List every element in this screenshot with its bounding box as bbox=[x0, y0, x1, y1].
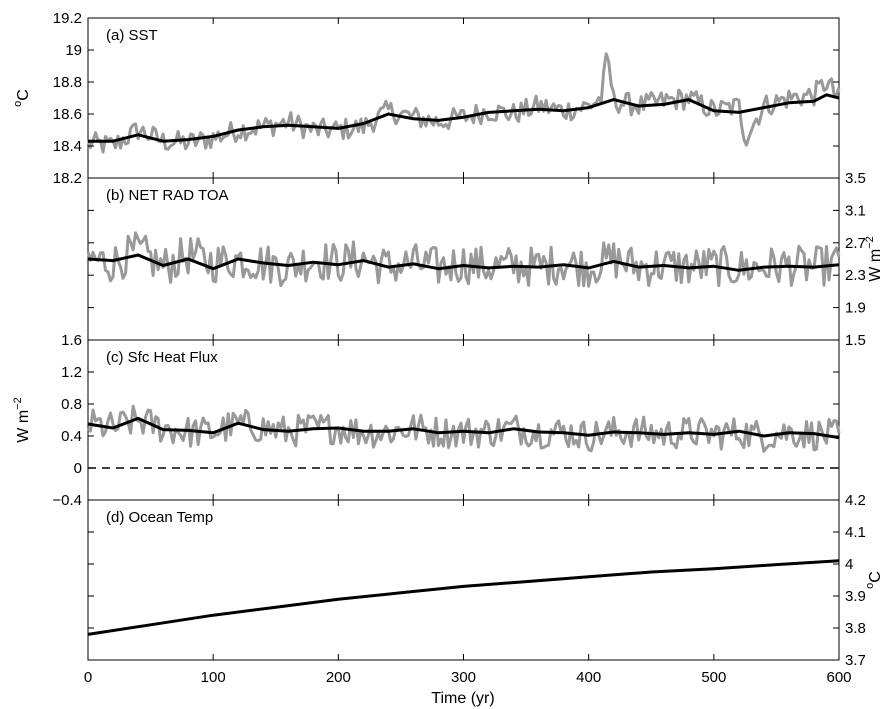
y-axis-label-main: C bbox=[15, 89, 32, 101]
series-line-smoothed bbox=[88, 93, 840, 143]
x-tick-label: 400 bbox=[576, 669, 601, 686]
y-axis-label-sup: o bbox=[864, 583, 876, 589]
x-tick-label: 300 bbox=[451, 669, 476, 686]
y-tick-label: 3.9 bbox=[845, 588, 866, 605]
x-tick-label: 0 bbox=[84, 669, 92, 686]
y-tick-label: 19 bbox=[65, 42, 82, 59]
y-axis-label-sup: o bbox=[12, 101, 24, 107]
y-tick-label: −0.4 bbox=[52, 492, 82, 509]
panel-title: (c) Sfc Heat Flux bbox=[106, 349, 218, 366]
x-tick-label: 100 bbox=[201, 669, 226, 686]
y-tick-label: 4.1 bbox=[845, 524, 866, 541]
y-tick-label: 3.1 bbox=[845, 202, 866, 219]
panel-frame bbox=[87, 17, 840, 179]
y-axis-label: W m−2 bbox=[864, 236, 884, 281]
panel-title: (b) NET RAD TOA bbox=[106, 187, 229, 204]
y-axis-label-main: W m bbox=[15, 410, 32, 443]
x-tick-label: 500 bbox=[701, 669, 726, 686]
y-tick-label: 2.3 bbox=[845, 267, 866, 284]
y-axis-label-sup: −2 bbox=[12, 397, 24, 410]
y-tick-label: 0.8 bbox=[61, 396, 82, 413]
x-axis: 0 100 200 300 400 500 600 Time (yr) bbox=[84, 669, 852, 707]
panel-1: 18.2 18.4 18.6 18.8 19 19.2 (a) SST oC bbox=[12, 10, 841, 187]
y-tick-label: 3.8 bbox=[845, 620, 866, 637]
y-axis-label: oC bbox=[864, 571, 884, 589]
y-tick-label: 18.8 bbox=[53, 74, 82, 91]
series-line-smoothed bbox=[87, 559, 840, 636]
y-axis-label-text: oC bbox=[864, 571, 884, 589]
series-line-smoothed bbox=[87, 416, 840, 440]
panel-4: 3.7 3.8 3.9 4 4.1 4.2 (d) Ocean Temp oC bbox=[87, 492, 884, 669]
panel-2: 1.5 1.9 2.3 2.7 3.1 3.5 (b) NET RAD TOA W m−2 bbox=[86, 170, 884, 349]
y-tick-label: 1.2 bbox=[61, 364, 82, 381]
y-tick-label: 0 bbox=[74, 460, 82, 477]
y-tick-label: 3.7 bbox=[845, 652, 866, 669]
x-axis-label: Time (yr) bbox=[431, 690, 494, 707]
y-tick-label: 0.4 bbox=[61, 428, 82, 445]
y-tick-label: 1.9 bbox=[845, 300, 866, 317]
y-axis-label: W m−2 bbox=[12, 397, 32, 442]
y-axis-label-main: C bbox=[867, 571, 884, 583]
y-tick-label: 1.5 bbox=[845, 332, 866, 349]
y-tick-label: 19.2 bbox=[53, 10, 82, 27]
y-axis-label-text: W m−2 bbox=[864, 236, 884, 281]
x-tick-label: 600 bbox=[826, 669, 851, 686]
series-line-smoothed bbox=[87, 253, 840, 272]
panel-title: (d) Ocean Temp bbox=[106, 509, 213, 526]
y-axis-label-text: W m−2 bbox=[12, 397, 32, 442]
series-line-annual bbox=[86, 231, 841, 288]
y-tick-label: 2.7 bbox=[845, 235, 866, 252]
panel-3: −0.4 0 0.4 0.8 1.2 1.6 (c) Sfc Heat Flux W m−2 bbox=[12, 332, 841, 509]
y-tick-label: 18.2 bbox=[53, 170, 82, 187]
y-tick-label: 1.6 bbox=[61, 332, 82, 349]
y-tick-label: 3.5 bbox=[845, 170, 866, 187]
x-tick-labels: 0 100 200 300 400 500 600 bbox=[84, 669, 852, 686]
series-line-annual bbox=[86, 404, 841, 453]
y-tick-label: 4.2 bbox=[845, 492, 866, 509]
y-axis-label-main: W m bbox=[867, 249, 884, 282]
y-tick-label: 18.6 bbox=[53, 106, 82, 123]
y-axis-label: oC bbox=[12, 89, 32, 107]
panel-title: (a) SST bbox=[106, 27, 158, 44]
y-axis-label-text: oC bbox=[12, 89, 32, 107]
series-line-annual bbox=[86, 52, 841, 154]
y-axis-label-sup: −2 bbox=[864, 236, 876, 249]
y-tick-label: 18.4 bbox=[53, 138, 82, 155]
x-tick-label: 200 bbox=[326, 669, 351, 686]
y-tick-label: 4 bbox=[845, 556, 853, 573]
